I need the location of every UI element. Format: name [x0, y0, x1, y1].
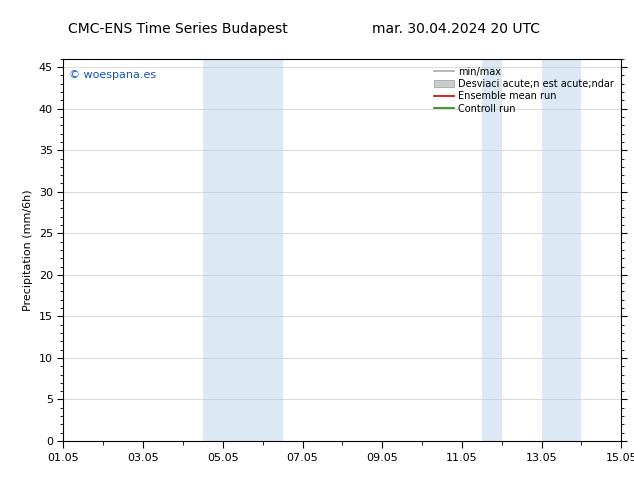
Text: CMC-ENS Time Series Budapest: CMC-ENS Time Series Budapest — [68, 22, 287, 36]
Bar — [203, 59, 223, 441]
Bar — [541, 59, 581, 441]
Y-axis label: Precipitation (mm/6h): Precipitation (mm/6h) — [23, 189, 34, 311]
Bar — [482, 59, 501, 441]
Text: mar. 30.04.2024 20 UTC: mar. 30.04.2024 20 UTC — [373, 22, 540, 36]
Legend: min/max, Desviaci acute;n est acute;ndar, Ensemble mean run, Controll run: min/max, Desviaci acute;n est acute;ndar… — [431, 64, 616, 117]
Text: © woespana.es: © woespana.es — [69, 70, 156, 80]
Bar — [223, 59, 283, 441]
